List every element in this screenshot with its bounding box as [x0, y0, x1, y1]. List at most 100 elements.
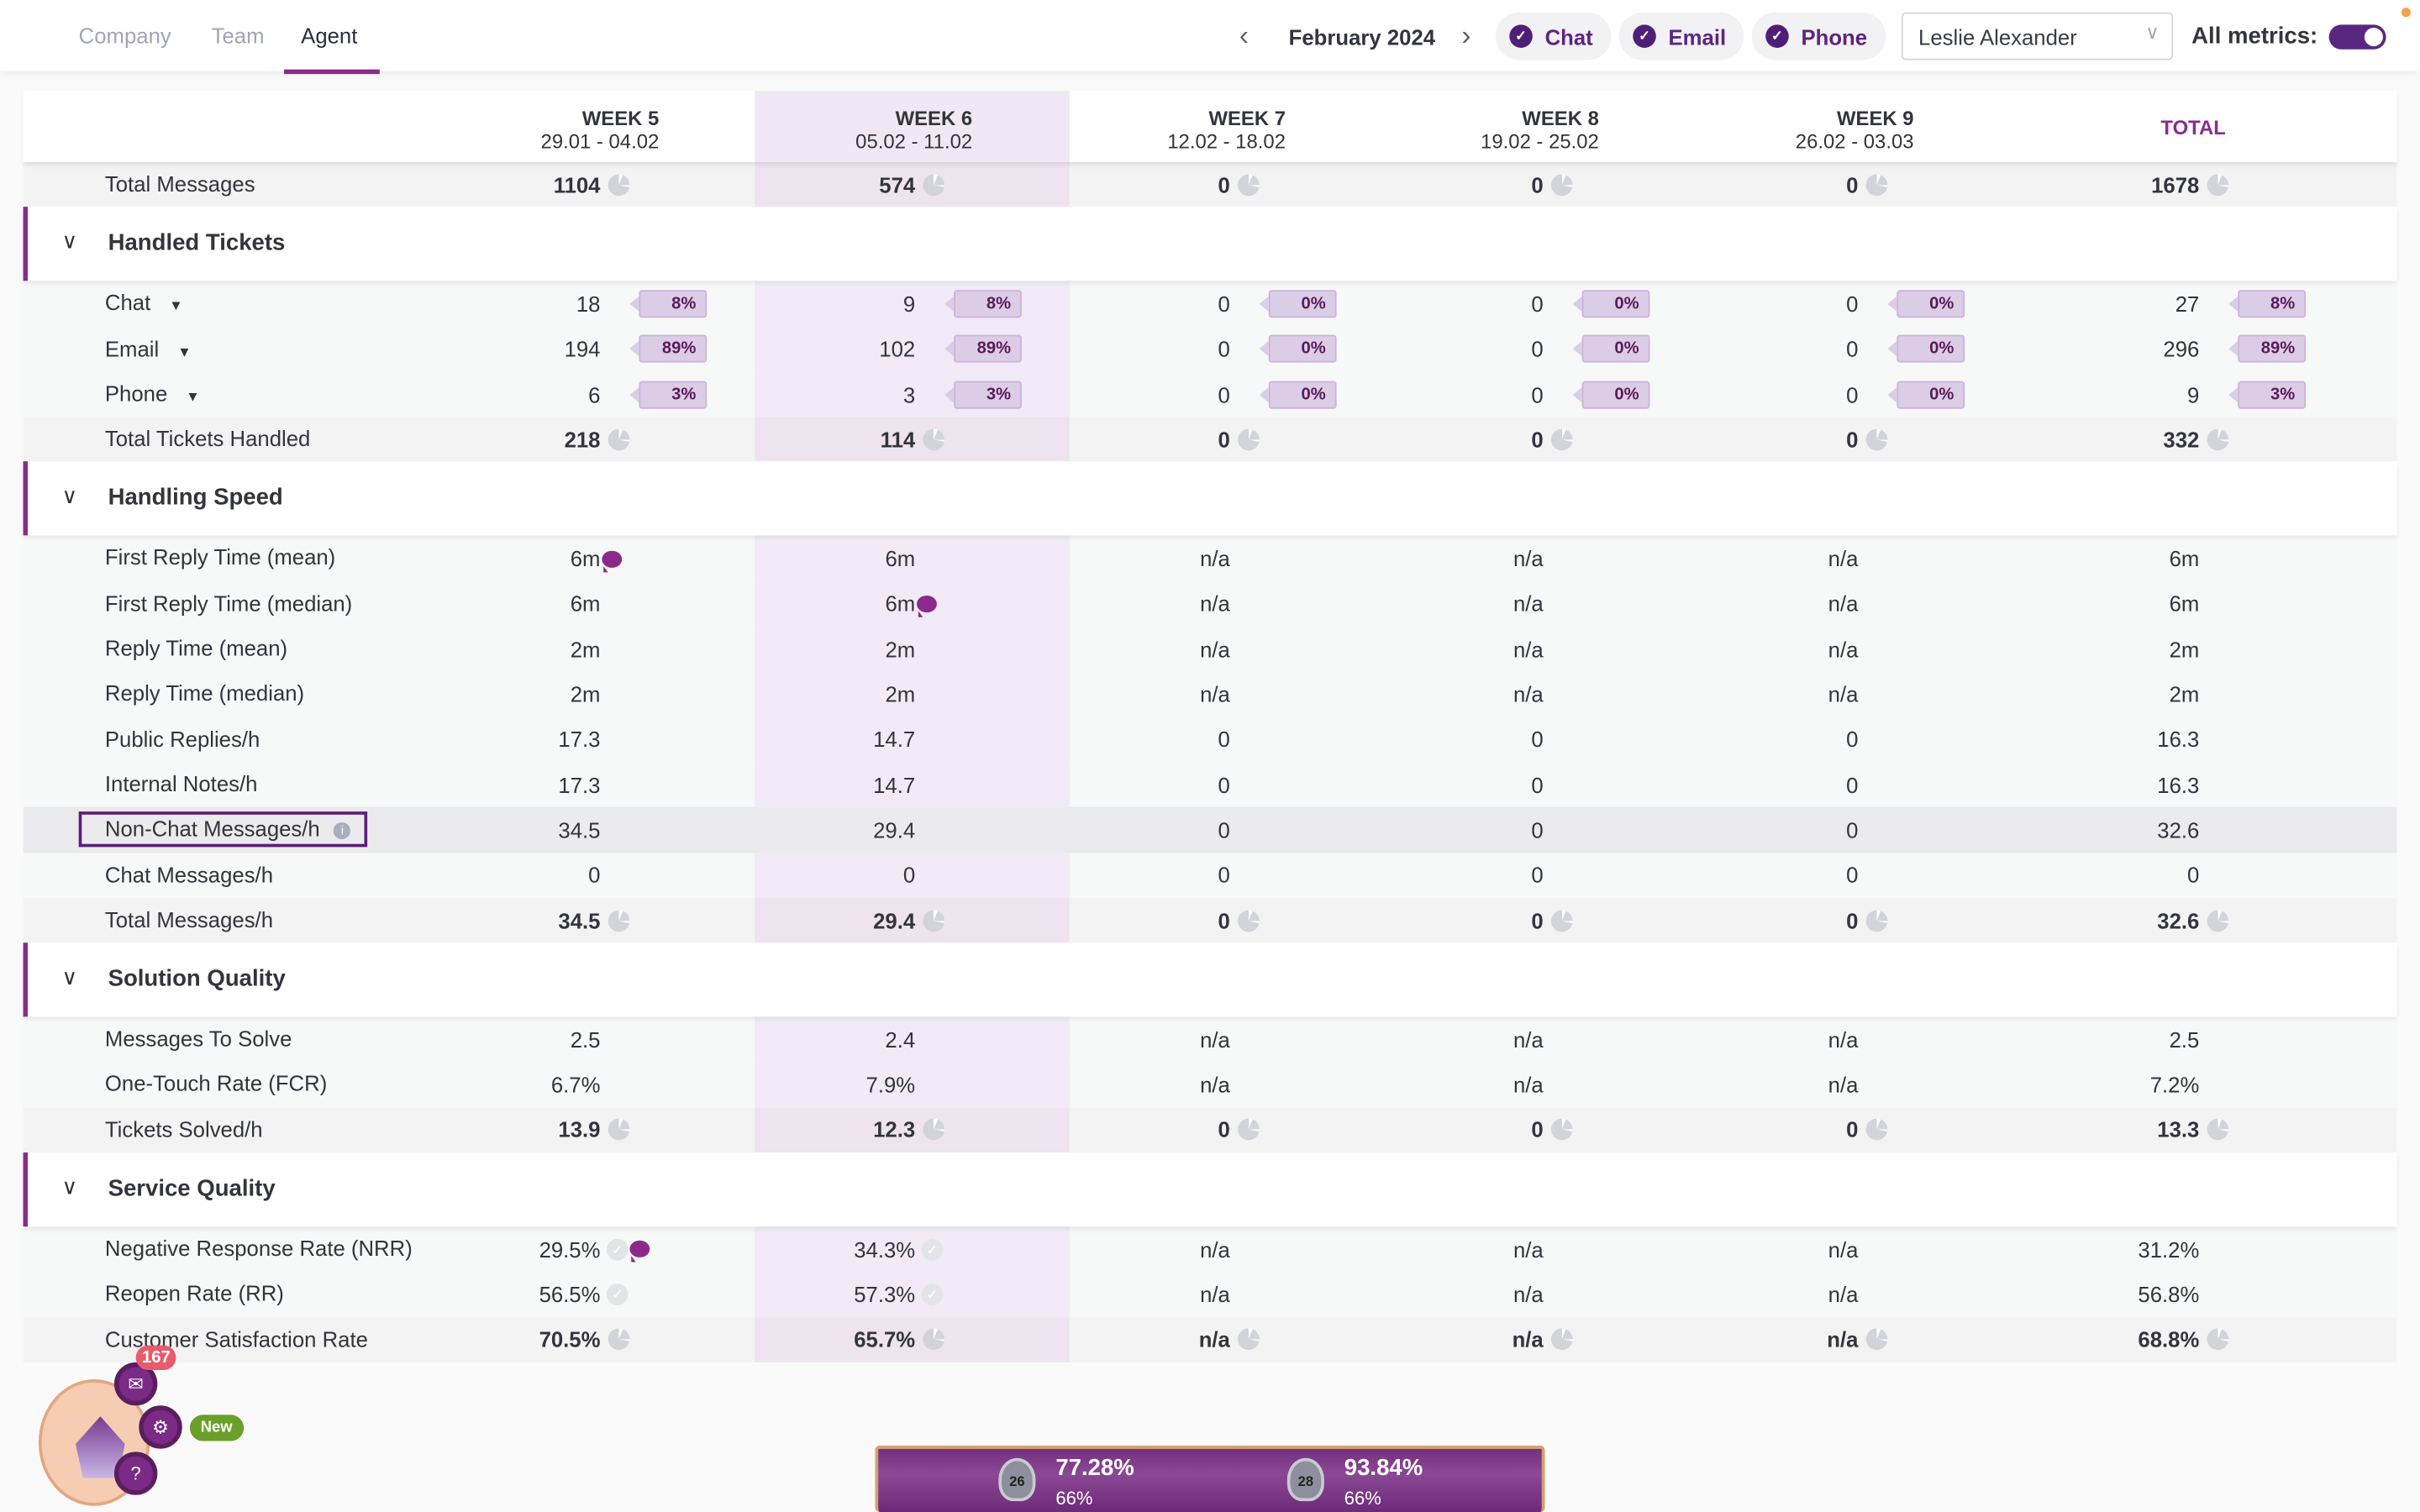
row-label[interactable]: Phone ▼: [105, 381, 200, 405]
all-metrics-toggle[interactable]: [2328, 24, 2386, 50]
pie-chart-icon[interactable]: [1865, 428, 1888, 451]
pie-chart-icon[interactable]: [1550, 173, 1573, 196]
cell-value: n/a: [1512, 1327, 1544, 1352]
tab-company[interactable]: Company: [78, 23, 171, 48]
table-row: Total Messages/h 34.5 29.4 0 0 0 32.6: [23, 897, 2397, 943]
tab-agent[interactable]: Agent: [301, 23, 358, 48]
check-icon: ✓: [1633, 24, 1656, 48]
row-label: First Reply Time (mean): [105, 545, 335, 570]
pie-chart-icon[interactable]: [1238, 1328, 1260, 1351]
column-header-week[interactable]: WEEK 9 26.02 - 03.03: [1697, 91, 2011, 161]
pie-chart-icon[interactable]: [1238, 173, 1260, 196]
pie-chart-icon[interactable]: [2207, 1328, 2229, 1351]
column-header-week[interactable]: WEEK 5 29.01 - 04.02: [443, 91, 756, 161]
chevron-down-icon[interactable]: ∨: [61, 483, 78, 509]
cell-value: n/a: [1512, 1236, 1544, 1262]
cell-value: n/a: [1200, 1072, 1230, 1098]
gamification-widget[interactable]: ✉ ⚙ ?: [34, 1362, 250, 1512]
pie-chart-icon[interactable]: [1865, 1328, 1888, 1351]
pie-chart-icon[interactable]: [1550, 909, 1573, 932]
table-cell: 0: [1070, 417, 1260, 462]
comment-icon[interactable]: [629, 1241, 650, 1263]
selected-metric-outline: [78, 811, 368, 848]
new-badge: New: [189, 1415, 244, 1441]
comment-icon[interactable]: [602, 550, 623, 572]
pie-chart-icon[interactable]: [2207, 909, 2229, 932]
pie-chart-icon[interactable]: [1865, 1119, 1888, 1142]
section-title: Solution Quality: [108, 966, 286, 993]
pie-chart-icon[interactable]: [923, 1119, 945, 1142]
table-cell: 0: [2011, 853, 2199, 898]
channel-phone-toggle[interactable]: ✓ Phone: [1751, 12, 1886, 60]
cell-value: n/a: [1200, 546, 1230, 571]
help-label: ?: [130, 1462, 141, 1484]
chevron-right-icon[interactable]: ›: [1461, 19, 1471, 51]
row-label[interactable]: Email ▼: [105, 336, 192, 360]
agent-select[interactable]: Leslie Alexander ∨: [1901, 12, 2174, 60]
pie-chart-icon[interactable]: [923, 909, 945, 932]
chevron-down-icon[interactable]: ∨: [61, 1173, 78, 1200]
channel-chat-toggle[interactable]: ✓ Chat: [1495, 12, 1612, 60]
section-header[interactable]: ∨ Handling Speed: [23, 462, 2397, 537]
cell-value: n/a: [1512, 637, 1544, 662]
gear-icon[interactable]: ⚙: [139, 1405, 182, 1449]
caret-down-icon[interactable]: ▼: [177, 343, 192, 360]
cell-value: 34.5: [558, 817, 601, 843]
column-header-week[interactable]: WEEK 8 19.02 - 25.02: [1383, 91, 1697, 161]
info-icon[interactable]: i: [334, 822, 351, 840]
channel-email-toggle[interactable]: ✓ Email: [1618, 12, 1745, 60]
percent-badge: 0%: [1572, 290, 1650, 318]
table-cell: 6 3%: [443, 371, 708, 417]
percent-badge: 0%: [1259, 335, 1337, 364]
table-cell: 14.7: [755, 717, 915, 762]
pie-chart-icon[interactable]: [923, 428, 945, 451]
cell-value: 574: [879, 172, 916, 197]
caret-down-icon[interactable]: ▼: [169, 298, 183, 314]
cell-value: n/a: [1512, 1026, 1544, 1053]
pie-chart-icon[interactable]: [2207, 428, 2229, 451]
pie-chart-icon[interactable]: [608, 1119, 630, 1142]
cell-value: 1678: [2151, 172, 2200, 197]
score-percent: 77.28%: [1055, 1455, 1134, 1482]
pie-chart-icon[interactable]: [1550, 428, 1573, 451]
chevron-left-icon[interactable]: ‹: [1239, 19, 1249, 51]
pie-chart-icon[interactable]: [608, 173, 630, 196]
section-header[interactable]: ∨ Service Quality: [23, 1152, 2397, 1227]
pie-chart-icon[interactable]: [608, 1328, 630, 1351]
pie-chart-icon[interactable]: [923, 173, 945, 196]
pie-chart-icon[interactable]: [2207, 173, 2229, 196]
chevron-down-icon[interactable]: ∨: [61, 228, 78, 254]
cell-value: 0: [1846, 727, 1859, 753]
pie-chart-icon[interactable]: [1238, 1119, 1260, 1142]
pie-chart-icon[interactable]: [923, 1328, 945, 1351]
column-header-week[interactable]: WEEK 7 12.02 - 18.02: [1070, 91, 1383, 161]
row-label-text: One-Touch Rate (FCR): [104, 1071, 328, 1096]
help-button[interactable]: ?: [113, 1452, 158, 1495]
cell-value: 0: [1846, 772, 1859, 797]
pie-chart-icon[interactable]: [608, 909, 630, 932]
table-cell: 218: [443, 417, 630, 462]
pie-chart-icon[interactable]: [608, 428, 630, 451]
section-header[interactable]: ∨ Handled Tickets: [23, 207, 2397, 281]
table-cell: 0: [1697, 1107, 1888, 1152]
table-row: Phone ▼ 6 3% 3 3% 0 0% 0 0% 0 0% 9 3%: [23, 371, 2397, 417]
score-bar[interactable]: 26 77.28% 66% 28 93.84% 66%: [875, 1446, 1545, 1512]
section-header[interactable]: ∨ Solution Quality: [23, 942, 2397, 1017]
caret-down-icon[interactable]: ▼: [186, 388, 200, 405]
highlight-column-bg: [755, 1226, 1070, 1273]
avatar[interactable]: [38, 1379, 150, 1506]
pie-chart-icon[interactable]: [1238, 428, 1260, 451]
percent-badge: 89%: [944, 335, 1022, 364]
pie-chart-icon[interactable]: [1865, 909, 1888, 932]
pie-chart-icon[interactable]: [1550, 1328, 1573, 1351]
comment-icon[interactable]: [917, 595, 937, 617]
pie-chart-icon[interactable]: [1238, 909, 1260, 932]
row-label[interactable]: Chat ▼: [105, 291, 183, 315]
column-header-week[interactable]: WEEK 6 05.02 - 11.02: [755, 91, 1070, 162]
cell-value: 0: [1846, 381, 1859, 407]
tab-team[interactable]: Team: [211, 23, 265, 48]
pie-chart-icon[interactable]: [1550, 1119, 1573, 1142]
pie-chart-icon[interactable]: [2207, 1119, 2229, 1142]
pie-chart-icon[interactable]: [1865, 173, 1888, 196]
chevron-down-icon[interactable]: ∨: [61, 964, 78, 990]
